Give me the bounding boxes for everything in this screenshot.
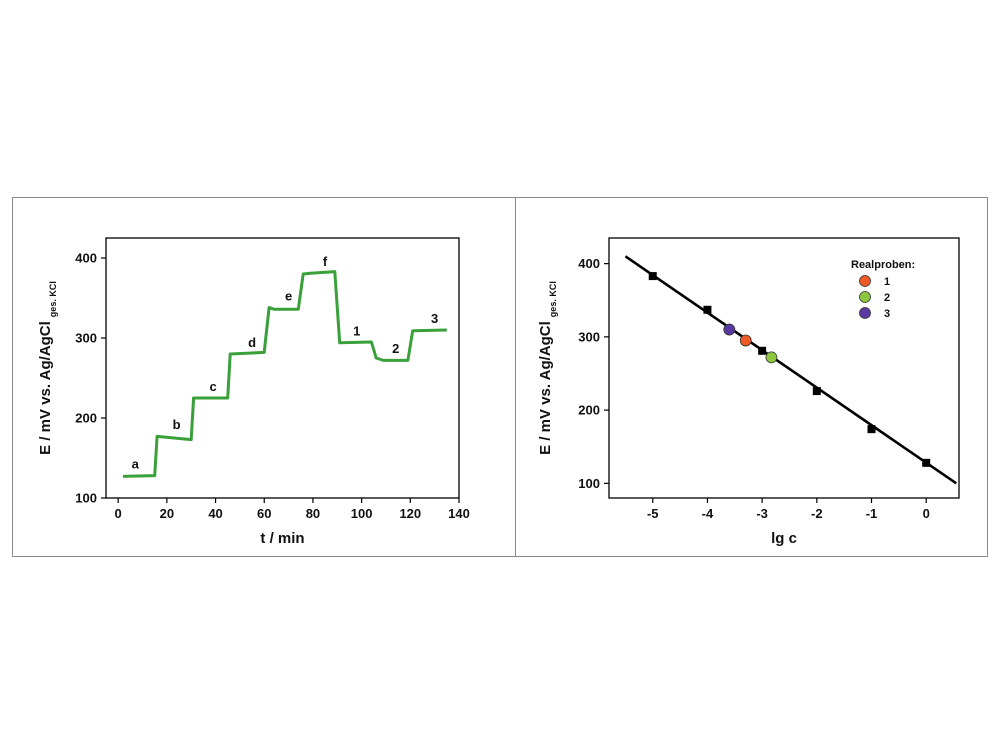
calibration-point	[812, 387, 821, 396]
step-label-a: a	[132, 456, 140, 471]
calib-x-tick-label: -4	[702, 506, 714, 521]
calib-y-tick-label: 300	[578, 329, 600, 344]
time-y-tick-label: 200	[75, 411, 97, 426]
time-plot-frame	[105, 237, 460, 499]
calibration-point	[867, 425, 876, 434]
time-y-tick-label: 400	[75, 251, 97, 266]
calibration-point	[703, 305, 712, 314]
figure: 0 20 40 60 80 100 120 140 100 200 300 400 t / min E /…	[12, 197, 1000, 559]
legend-marker-2	[859, 291, 871, 303]
time-y-tick-label: 100	[75, 491, 97, 506]
time-x-tick-label: 80	[306, 506, 320, 521]
legend-marker-1	[859, 275, 871, 287]
calibration-point	[648, 272, 657, 281]
calibration-point	[922, 458, 931, 467]
time-y-axis-title: E / mV vs. Ag/AgCl ges. KCl	[37, 281, 58, 455]
step-label-e: e	[285, 288, 292, 303]
calib-y-tick-label: 400	[578, 256, 600, 271]
sample-point-1	[739, 334, 752, 347]
calibration-chart: -5 -4 -3 -2 -1 0 100 200 300 400 lg c E / mV vs. Ag…	[537, 237, 960, 547]
step-label-1: 1	[353, 324, 360, 339]
calib-x-tick-label: -3	[756, 506, 768, 521]
legend-marker-3	[859, 307, 871, 319]
time-x-tick-label: 60	[257, 506, 271, 521]
time-x-tick-label: 140	[448, 506, 470, 521]
potential-trace-line	[122, 270, 447, 478]
calib-x-tick-label: -2	[811, 506, 823, 521]
time-y-axis-title-main: E / mV vs. Ag/AgCl	[37, 321, 54, 455]
step-label-c: c	[210, 379, 217, 394]
legend-title: Realproben:	[851, 259, 915, 271]
sample-point-3	[723, 323, 736, 336]
calib-x-tick-label: -1	[866, 506, 878, 521]
time-x-tick-label: 20	[160, 506, 174, 521]
calib-x-tick-label: -5	[647, 506, 659, 521]
step-label-3: 3	[431, 311, 438, 326]
calibration-panel: -5 -4 -3 -2 -1 0 100 200 300 400 lg c E / mV vs. Ag…	[515, 197, 988, 557]
time-course-chart: 0 20 40 60 80 100 120 140 100 200 300 400 t / min E /…	[37, 237, 470, 547]
time-x-tick-label: 100	[351, 506, 373, 521]
step-label-f: f	[323, 254, 328, 269]
step-label-2: 2	[392, 341, 399, 356]
calibration-fit-line	[624, 255, 958, 485]
legend-label-1: 1	[884, 276, 890, 288]
time-x-tick-label: 40	[208, 506, 222, 521]
time-course-panel: 0 20 40 60 80 100 120 140 100 200 300 400 t / min E /…	[12, 197, 516, 557]
step-label-d: d	[248, 335, 256, 350]
time-y-axis-title-subscript: ges. KCl	[48, 281, 58, 317]
legend-label-2: 2	[884, 292, 890, 304]
time-y-tick-label: 300	[75, 331, 97, 346]
calib-x-tick-label: 0	[923, 506, 930, 521]
time-x-axis-title: t / min	[260, 530, 304, 547]
time-x-tick-label: 0	[115, 506, 122, 521]
calibration-point	[758, 346, 767, 355]
calib-y-tick-label: 100	[578, 476, 600, 491]
calib-y-axis-title: E / mV vs. Ag/AgCl ges. KCl	[537, 281, 558, 455]
calib-x-axis-title: lg c	[771, 530, 797, 547]
sample-point-2	[765, 351, 778, 364]
step-label-b: b	[173, 417, 181, 432]
calib-y-axis-title-main: E / mV vs. Ag/AgCl	[537, 321, 554, 455]
legend-label-3: 3	[884, 308, 890, 320]
calib-plot-frame	[608, 237, 960, 499]
calib-y-axis-title-subscript: ges. KCl	[548, 281, 558, 317]
calib-y-tick-label: 200	[578, 403, 600, 418]
time-x-tick-label: 120	[399, 506, 421, 521]
